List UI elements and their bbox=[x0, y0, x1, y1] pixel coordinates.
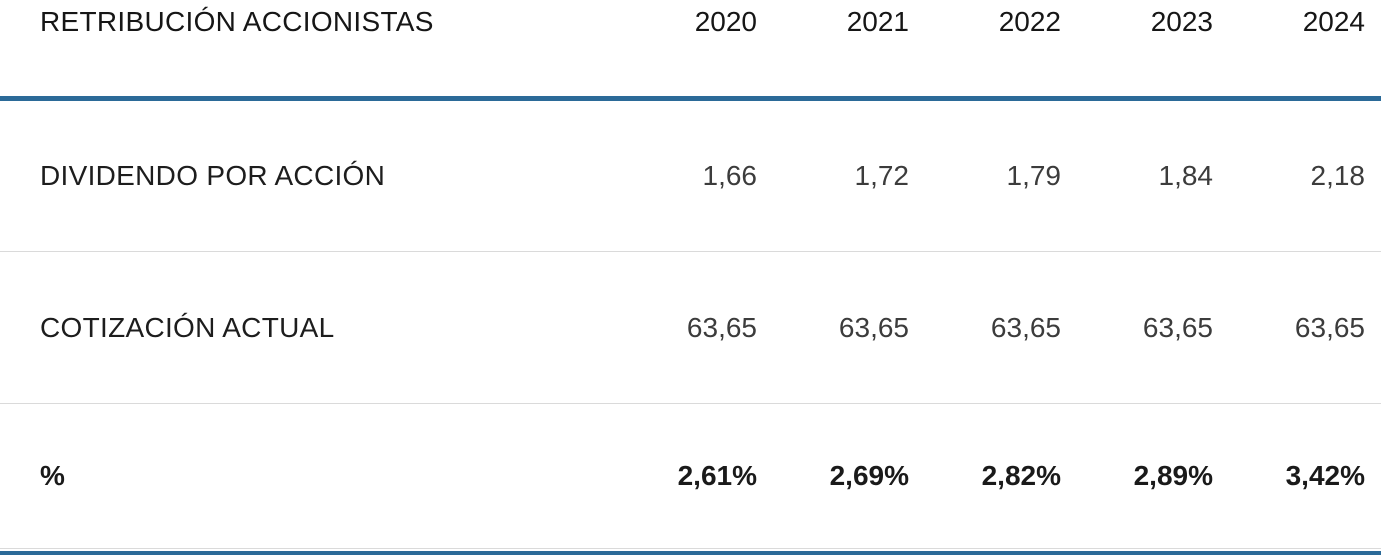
value-cell: 2,69% bbox=[829, 460, 909, 491]
value-cell: 2,18 bbox=[1310, 160, 1366, 191]
row-label: % bbox=[40, 460, 66, 491]
bottom-rule bbox=[0, 551, 1381, 555]
value-cell: 63,65 bbox=[686, 311, 757, 343]
value-cell: 1,66 bbox=[702, 160, 758, 191]
year-header: 2023 bbox=[1150, 6, 1213, 37]
value-cell: 63,65 bbox=[838, 311, 909, 343]
table-header-row: RETRIBUCIÓN ACCIONISTAS 2020 2021 2022 2… bbox=[0, 0, 1381, 96]
row-label: DIVIDENDO POR ACCIÓN bbox=[40, 160, 386, 191]
year-header: 2024 bbox=[1302, 6, 1365, 37]
value-cell: 2,89% bbox=[1133, 460, 1213, 491]
value-cell: 1,72 bbox=[854, 160, 910, 191]
value-cell: 63,65 bbox=[1294, 311, 1365, 343]
value-cell: 2,82% bbox=[981, 460, 1061, 491]
value-cell: 2,61% bbox=[677, 460, 757, 491]
value-cell: 63,65 bbox=[990, 311, 1061, 343]
row-label: COTIZACIÓN ACTUAL bbox=[40, 311, 335, 343]
value-cell: 63,65 bbox=[1142, 311, 1213, 343]
value-cell: 1,79 bbox=[1006, 160, 1062, 191]
value-cell: 3,42% bbox=[1285, 460, 1365, 491]
year-header: 2020 bbox=[694, 6, 757, 37]
value-cell: 1,84 bbox=[1158, 160, 1214, 191]
table-title: RETRIBUCIÓN ACCIONISTAS bbox=[40, 6, 434, 37]
table-row: DIVIDENDO POR ACCIÓN 1,66 1,72 1,79 1,84… bbox=[0, 101, 1381, 251]
year-header: 2022 bbox=[998, 6, 1061, 37]
year-header: 2021 bbox=[846, 6, 909, 37]
table-row: % 2,61% 2,69% 2,82% 2,89% 3,42% bbox=[0, 403, 1381, 549]
header-rule bbox=[0, 96, 1381, 101]
table-row: COTIZACIÓN ACTUAL 63,65 63,65 63,65 63,6… bbox=[0, 251, 1381, 403]
